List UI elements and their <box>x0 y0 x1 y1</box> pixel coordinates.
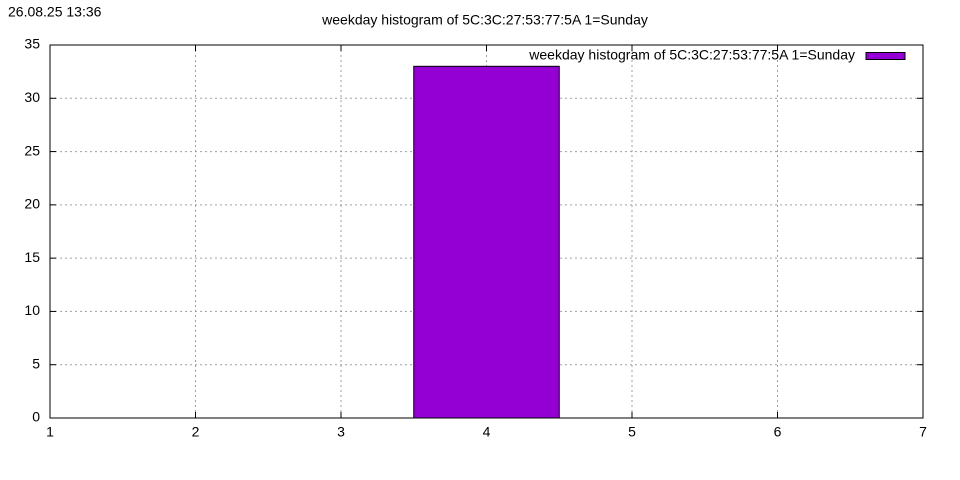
x-tick-label: 7 <box>919 424 927 440</box>
x-tick-label: 3 <box>337 424 345 440</box>
x-tick-label: 4 <box>483 424 491 440</box>
chart-title: weekday histogram of 5C:3C:27:53:77:5A 1… <box>321 12 648 28</box>
plot-border <box>49 44 924 419</box>
y-tick-label: 5 <box>32 355 40 371</box>
bar <box>413 65 560 419</box>
x-tick-label: 1 <box>46 424 54 440</box>
x-tick-label: 5 <box>628 424 636 440</box>
x-tick-label: 6 <box>774 424 782 440</box>
legend-swatch <box>865 52 906 60</box>
timestamp: 26.08.25 13:36 <box>8 4 102 20</box>
legend-label: weekday histogram of 5C:3C:27:53:77:5A 1… <box>528 47 855 63</box>
y-tick-label: 10 <box>24 302 40 318</box>
y-tick-label: 20 <box>24 196 40 212</box>
y-tick-label: 30 <box>24 89 40 105</box>
y-tick-label: 15 <box>24 249 40 265</box>
y-tick-label: 35 <box>24 36 40 52</box>
y-tick-label: 0 <box>32 409 40 425</box>
x-tick-label: 2 <box>192 424 200 440</box>
y-tick-label: 25 <box>24 142 40 158</box>
